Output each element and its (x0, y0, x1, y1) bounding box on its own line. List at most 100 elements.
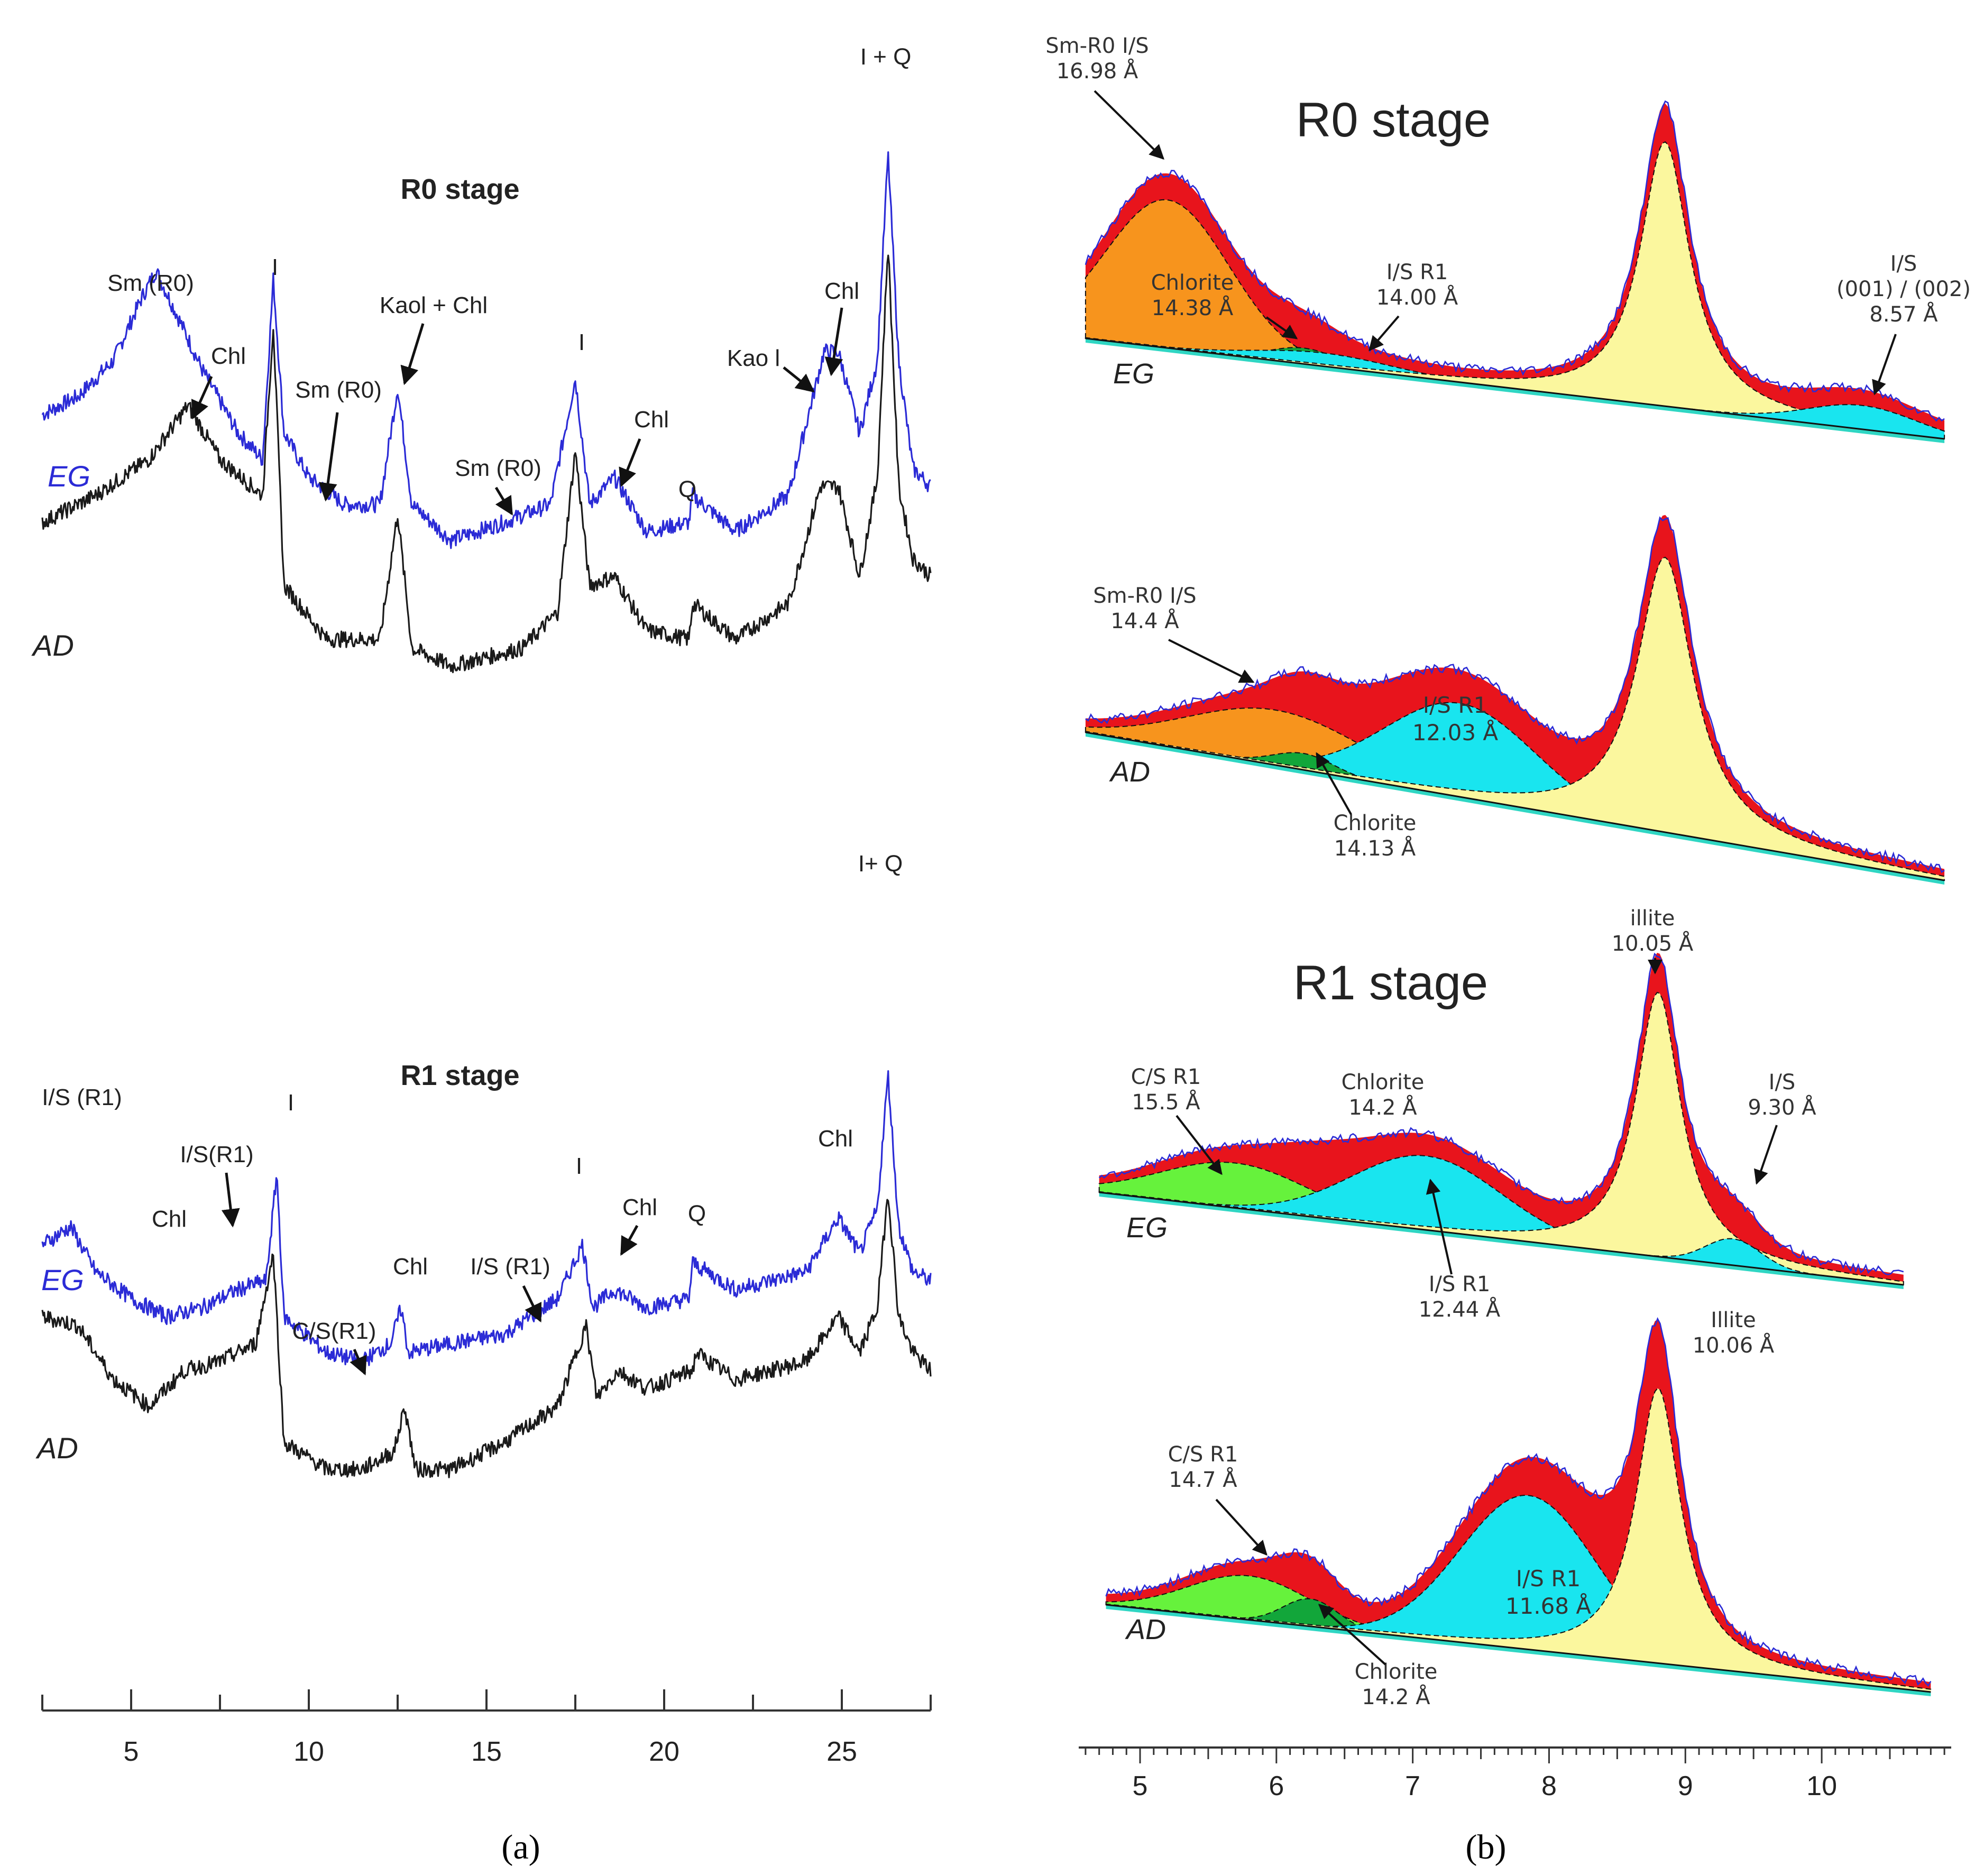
a-tick-label: 5 (124, 1736, 139, 1767)
b-r0-title: R0 stage (1296, 93, 1491, 147)
b-component-illite (1085, 141, 1945, 440)
b-r0eg-arrow-is-2 (1872, 334, 1897, 396)
b-r0eg-ann-1: 16.98 Å (1057, 58, 1138, 84)
a-r0-arrow-kaol-chl (400, 323, 425, 385)
b-component-illite (1085, 556, 1945, 881)
b-tick-label: 6 (1269, 1771, 1284, 1801)
a-r1-eg-label: EG (41, 1263, 84, 1296)
b-r0-ad-fit (1085, 514, 1945, 885)
b-r1-eg-label: EG (1126, 1212, 1168, 1244)
b-r0eg-ann-7: (001) / (002) (1836, 277, 1971, 301)
a-r1-ann-is-3: I/S (R1) (470, 1254, 550, 1280)
b-measured-trace (1098, 952, 1904, 1276)
a-r0-ann-iq: I + Q (860, 44, 912, 70)
b-baseline-band (1106, 1605, 1931, 1696)
b-r0ad-ann-4: Chlorite (1334, 811, 1417, 835)
a-r0-ann-kaol-chl: Kaol + Chl (380, 292, 488, 318)
b-r0-ad-label: AD (1109, 756, 1150, 788)
b-r1ad-arrow-chl (1318, 1604, 1386, 1666)
b-r0ad-ann-2: I/S R1 (1423, 692, 1487, 718)
b-r1ad-ann-6: Chlorite (1355, 1660, 1438, 1684)
b-tick-label: 7 (1405, 1771, 1420, 1801)
b-tick-label: 10 (1806, 1771, 1837, 1801)
b-r0ad-ann-3: 12.03 Å (1412, 719, 1499, 746)
a-tick-label: 10 (293, 1736, 324, 1767)
b-x-axis: 5 6 7 8 9 10 (1079, 1746, 1951, 1801)
b-measured-trace (1105, 1317, 1932, 1687)
panel-a-r0-traces (41, 151, 932, 674)
b-r0-eg-fit (1085, 100, 1945, 443)
b-r1eg-ann-0: illite (1630, 906, 1675, 931)
a-r1-eg-trace (41, 1070, 932, 1370)
a-r0-ann-sm-2: Sm (R0) (295, 377, 382, 403)
b-baseline (1106, 1604, 1931, 1693)
a-r0-ad-trace (41, 254, 932, 674)
a-r0-arrows (191, 307, 843, 516)
b-r0-eg-label: EG (1113, 358, 1154, 390)
b-tick-label: 9 (1678, 1771, 1693, 1801)
a-tick-label: 25 (826, 1736, 857, 1767)
b-component-i-s-r1 (1099, 1155, 1904, 1285)
a-r0-title: R0 stage (400, 173, 519, 205)
b-r1eg-ann-3: 15.5 Å (1132, 1089, 1200, 1115)
b-r1eg-ann-5: 14.2 Å (1348, 1095, 1417, 1120)
b-r1ad-ann-2: C/S R1 (1168, 1442, 1238, 1467)
a-r0-ad-label: AD (31, 629, 74, 662)
b-r1-ad-label: AD (1125, 1614, 1166, 1645)
a-r1-arrow-chl-3 (620, 1225, 639, 1256)
b-r0eg-ann-6: I/S (1890, 252, 1917, 276)
b-arrows (1094, 90, 1897, 1666)
b-r1-eg-fit (1098, 952, 1904, 1289)
a-r1-ann-i-2: I (576, 1153, 582, 1179)
a-r1-ann-chl-4: Chl (818, 1126, 853, 1152)
b-measured-trace (1085, 516, 1945, 873)
a-tick-label: 20 (649, 1736, 679, 1767)
b-r0eg-ann-2: Chlorite (1151, 271, 1234, 295)
b-baseline-band (1085, 732, 1945, 885)
b-tick-label: 5 (1133, 1771, 1148, 1801)
b-r0ad-ann-1: 14.4 Å (1110, 608, 1179, 633)
b-tick-label: 8 (1541, 1771, 1557, 1801)
a-r0-arrow-sm-3 (494, 486, 513, 516)
b-r1ad-ann-0: Illite (1711, 1308, 1756, 1332)
b-baseline (1099, 1191, 1904, 1286)
a-r0-arrow-sm (318, 412, 339, 502)
a-r1-ann-is-2: I/S(R1) (180, 1142, 253, 1167)
panel-b: R0 stage R1 stage EG AD EG AD Sm-R0 I/S … (1045, 34, 1971, 1866)
a-r0-arrow-chl (191, 375, 213, 420)
b-r1-title: R1 stage (1293, 956, 1488, 1010)
b-r1eg-ann-7: 9.30 Å (1748, 1095, 1816, 1120)
a-r0-ann-chl-2: Chl (634, 407, 669, 433)
b-r0eg-ann-4: I/S R1 (1386, 260, 1448, 284)
b-r1ad-ann-1: 10.06 Å (1693, 1332, 1775, 1358)
a-r1-ann-iq: I+ Q (858, 851, 903, 877)
a-r0-ann-q: Q (678, 476, 696, 502)
b-r1ad-arrow-cs (1215, 1498, 1267, 1556)
b-r0ad-ann-0: Sm-R0 I/S (1093, 584, 1196, 608)
b-r0ad-ann-5: 14.13 Å (1334, 835, 1416, 861)
a-r0-ann-sm-3: Sm (R0) (455, 455, 541, 481)
a-r0-arrow-chl-3 (824, 307, 843, 376)
b-r1eg-ann-8: I/S R1 (1429, 1272, 1491, 1296)
b-r1eg-ann-1: 10.05 Å (1612, 931, 1694, 956)
a-r1-arrow-is-3 (522, 1285, 542, 1323)
b-r0eg-arrow-is (1368, 315, 1400, 352)
a-tick-label: 15 (471, 1736, 502, 1767)
a-r1-ann-cs: C/S(R1) (292, 1318, 376, 1344)
b-baseline (1085, 731, 1945, 881)
a-r0-ann-chl-3: Chl (824, 278, 859, 304)
a-r1-ann-chl-3: Chl (622, 1194, 657, 1220)
b-r1eg-ann-4: Chlorite (1342, 1070, 1425, 1095)
a-r1-arrow-is (221, 1172, 240, 1228)
b-component-illite (1098, 991, 1904, 1286)
a-r1-ad-label: AD (35, 1431, 78, 1465)
b-r1eg-arrow-is (1753, 1125, 1778, 1185)
b-r0eg-ann-3: 14.38 Å (1152, 295, 1234, 320)
b-component-illite (1105, 1387, 1932, 1693)
b-r0eg-ann-5: 14.00 Å (1376, 284, 1458, 310)
panel-a-r1-traces (41, 1070, 932, 1478)
a-r1-ad-trace (41, 1199, 932, 1478)
a-x-axis: 5 10 15 20 25 (41, 1689, 932, 1767)
a-caption: (a) (501, 1828, 540, 1866)
b-r1eg-arrow-is-r1 (1426, 1179, 1453, 1275)
